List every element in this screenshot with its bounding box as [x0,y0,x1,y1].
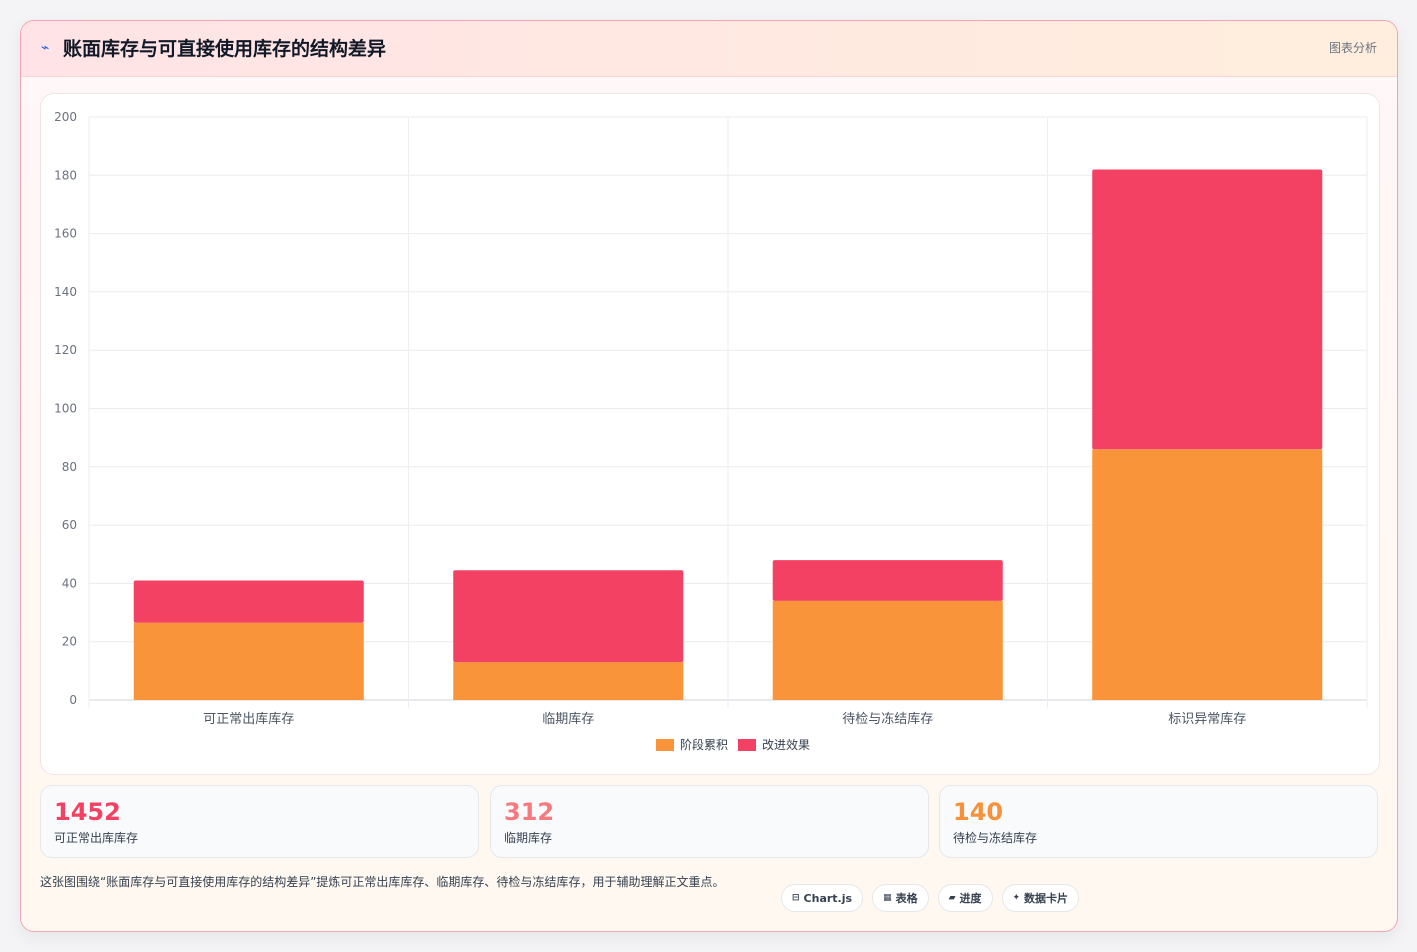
kpi-label: 可正常出库库存 [54,831,139,845]
bar-segment [1092,169,1323,450]
chart-card: ⌁ 账面库存与可直接使用库存的结构差异 图表分析 0 20 40 60 80 100 120… [20,20,1398,932]
progress-icon: ▰ [948,893,956,903]
chart-description: 这张图围绕“账面库存与可直接使用库存的结构差异”提炼可正常出库库存、临期库存、待… [40,875,725,889]
y-tick-label: 100 [54,402,77,416]
trend-icon: ⌁ [41,40,50,56]
y-tick-label: 60 [62,518,77,532]
legend-swatch [738,739,756,751]
kpi-label: 临期库存 [504,831,553,845]
kpi-card: 1452 可正常出库库存 [40,785,479,858]
tag-label: 数据卡片 [1024,892,1069,905]
legend-label: 阶段累积 [680,737,728,752]
bar-segment [772,600,1003,700]
bar-segment [133,580,364,623]
chart-icon: ⊟ [792,893,800,903]
x-tick-label: 临期库存 [542,711,594,727]
tag-table[interactable]: ▦ 表格 [872,884,929,912]
y-tick-label: 0 [69,693,77,707]
kpi-value: 140 [953,798,1004,826]
tag-label: Chart.js [803,891,853,905]
x-tick-label: 可正常出库库存 [203,711,294,727]
table-icon: ▦ [883,893,892,903]
bar-segment [453,662,684,700]
tag-label: 进度 [959,892,982,905]
stacked-bar-chart: 0 20 40 60 80 100 120 140 160 180 200 可正常出库库存 临期库存 待检… [54,110,1368,752]
tag-progress[interactable]: ▰ 进度 [937,884,993,912]
tag-list: ⊟ Chart.js ▦ 表格 ▰ 进度 ✦ 数据卡片 [781,884,1080,912]
bar-segment [1092,449,1323,700]
x-tick-label: 标识异常库存 [1168,711,1246,727]
page-title: 账面库存与可直接使用库存的结构差异 [63,38,387,60]
sparkle-icon: ✦ [1012,893,1021,903]
card-header: ⌁ 账面库存与可直接使用库存的结构差异 图表分析 [21,21,1397,77]
legend-label: 改进效果 [762,737,810,752]
legend-swatch [656,739,674,751]
tag-data-cards[interactable]: ✦ 数据卡片 [1001,884,1080,912]
header-label: 图表分析 [1328,41,1377,55]
bar-segment [133,622,364,700]
y-tick-label: 200 [54,110,77,124]
kpi-label: 待检与冻结库存 [953,831,1038,845]
chart-panel: 0 20 40 60 80 100 120 140 160 180 200 可正常出库库存 临期库存 待检… [40,93,1380,775]
kpi-card: 312 临期库存 [490,785,929,858]
y-tick-label: 160 [54,227,77,241]
kpi-card: 140 待检与冻结库存 [939,785,1378,858]
y-tick-label: 140 [54,285,77,299]
y-tick-label: 120 [54,343,77,357]
y-tick-label: 80 [62,460,77,474]
bar-segment [772,560,1003,601]
x-tick-label: 待检与冻结库存 [842,711,933,727]
kpi-value: 1452 [54,798,121,826]
bar-segment [453,570,684,663]
y-tick-label: 180 [54,168,77,182]
kpi-value: 312 [504,798,555,826]
y-tick-label: 20 [62,635,77,649]
tag-label: 表格 [895,892,918,905]
tag-chartjs[interactable]: ⊟ Chart.js [781,884,864,912]
y-tick-label: 40 [62,576,77,590]
